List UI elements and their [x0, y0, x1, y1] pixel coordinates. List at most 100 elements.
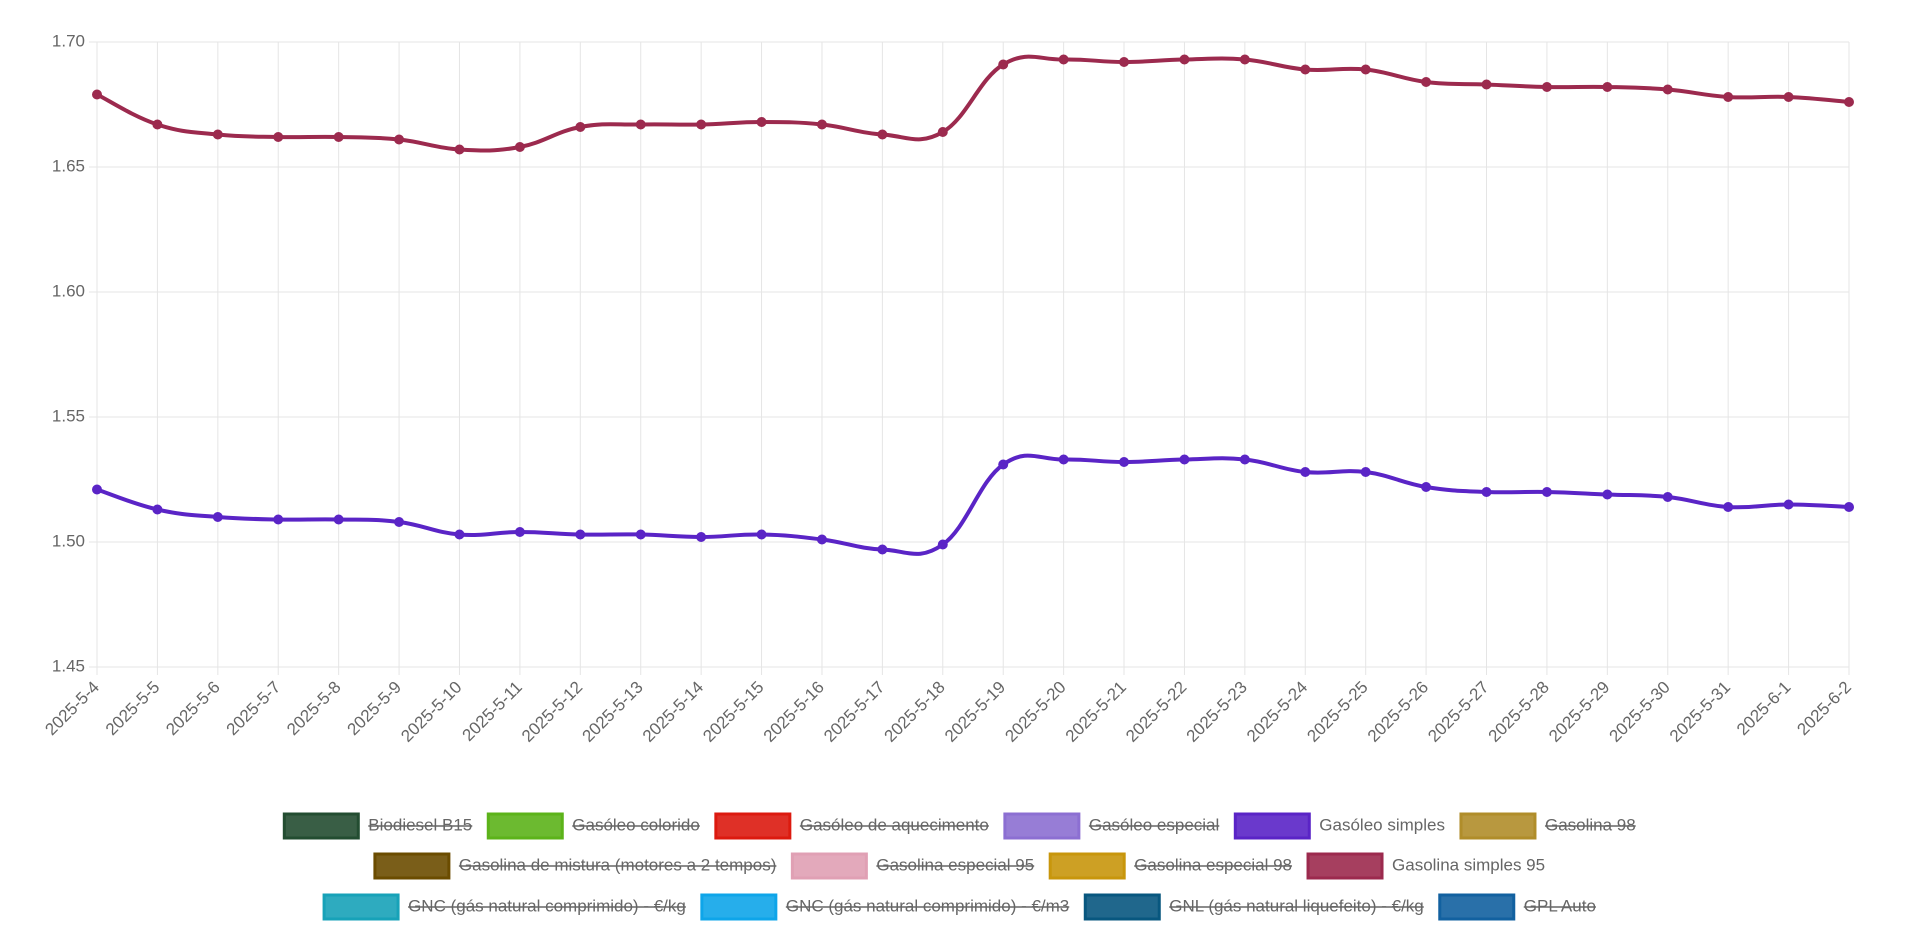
legend-label[interactable]: Gasóleo de aquecimento [800, 815, 989, 834]
legend-label[interactable]: GPL Auto [1524, 896, 1596, 915]
data-point [92, 89, 102, 100]
x-tick-label: 2025-5-7 [223, 678, 285, 740]
legend-label[interactable]: Gasóleo simples [1319, 815, 1445, 834]
data-point [1421, 77, 1432, 87]
data-point [756, 529, 767, 540]
legend-label[interactable]: Biodiesel B15 [368, 815, 472, 834]
data-point [273, 132, 284, 142]
data-point [816, 119, 827, 130]
x-tick-label: 2025-5-24 [1243, 678, 1311, 746]
data-point [937, 539, 948, 550]
legend-swatch[interactable] [714, 812, 792, 840]
data-point [816, 534, 827, 545]
data-point [877, 129, 888, 140]
x-tick-label: 2025-5-31 [1666, 678, 1734, 746]
data-point [1541, 487, 1552, 497]
legend-label[interactable]: GNC (gás natural comprimido) - €/m3 [786, 896, 1069, 915]
data-point [1783, 92, 1794, 102]
legend-label[interactable]: Gasolina simples 95 [1392, 855, 1545, 874]
data-point [1723, 92, 1734, 102]
data-point [1783, 499, 1794, 510]
x-tick-label: 2025-5-17 [820, 678, 888, 746]
legend-swatch[interactable] [1003, 812, 1081, 840]
x-tick-label: 2025-5-6 [162, 678, 224, 740]
x-tick-label: 2025-5-26 [1364, 678, 1432, 746]
legend-label[interactable]: Gasolina especial 98 [1134, 855, 1292, 874]
legend-swatch[interactable] [790, 852, 868, 880]
data-point [1541, 82, 1552, 92]
y-tick-label: 1.50 [52, 531, 85, 550]
legend-swatch[interactable] [282, 812, 360, 840]
legend-label[interactable]: GNL (gás natural liquefeito) - €/kg [1169, 896, 1424, 915]
series-line [96, 54, 1850, 153]
x-tick-label: 2025-5-25 [1303, 678, 1371, 746]
data-point [1239, 454, 1250, 465]
legend-swatch[interactable] [1048, 852, 1126, 880]
data-point [1602, 489, 1613, 500]
x-tick-label: 2025-6-1 [1733, 678, 1795, 740]
legend-swatch[interactable] [322, 893, 400, 921]
x-tick-label: 2025-5-11 [459, 678, 526, 745]
data-point [1119, 457, 1130, 467]
data-point [1239, 54, 1250, 65]
data-point [1844, 97, 1854, 107]
data-point [514, 142, 525, 152]
legend-label[interactable]: Gasolina 98 [1545, 815, 1636, 834]
legend-swatch[interactable] [486, 812, 564, 840]
data-point [998, 459, 1009, 470]
data-point [1300, 64, 1311, 75]
data-point [877, 544, 888, 555]
data-point [635, 529, 646, 540]
x-tick-label: 2025-5-28 [1485, 678, 1553, 746]
y-tick-label: 1.65 [52, 156, 85, 175]
y-tick-label: 1.45 [52, 656, 85, 675]
legend-swatch[interactable] [1438, 893, 1516, 921]
data-point [454, 529, 465, 540]
x-tick-label: 2025-5-23 [1183, 678, 1251, 746]
legend-swatch[interactable] [1459, 812, 1537, 840]
data-point [1723, 502, 1734, 512]
x-tick-label: 2025-5-13 [578, 678, 646, 746]
data-point [937, 127, 948, 137]
x-tick-label: 2025-5-27 [1424, 678, 1492, 746]
data-point [696, 119, 707, 130]
legend-swatch[interactable] [1083, 893, 1161, 921]
data-point [1360, 64, 1371, 75]
x-tick-label: 2025-5-9 [344, 678, 406, 740]
data-point [575, 122, 586, 132]
data-point [696, 532, 707, 542]
x-tick-label: 2025-5-19 [941, 678, 1009, 746]
data-point [333, 514, 344, 525]
data-point [1058, 454, 1069, 465]
legend-swatch[interactable] [1233, 812, 1311, 840]
legend-label[interactable]: Gasolina de mistura (motores a 2 tempos) [459, 855, 776, 874]
legend-swatch[interactable] [1306, 852, 1384, 880]
data-point [1602, 82, 1613, 92]
x-tick-label: 2025-5-12 [518, 678, 586, 746]
x-tick-label: 2025-5-18 [881, 678, 949, 746]
legend-label[interactable]: Gasóleo especial [1089, 815, 1219, 834]
data-point [1360, 467, 1371, 477]
data-point [394, 517, 405, 527]
data-point [756, 117, 767, 127]
legend-label[interactable]: Gasóleo colorido [572, 815, 700, 834]
data-point [1179, 454, 1190, 465]
y-tick-label: 1.55 [52, 406, 85, 425]
x-tick-label: 2025-5-21 [1062, 678, 1130, 746]
x-tick-label: 2025-5-15 [699, 678, 767, 746]
x-tick-label: 2025-5-29 [1545, 678, 1613, 746]
series-line [96, 453, 1850, 556]
data-point [998, 59, 1009, 70]
legend-swatch[interactable] [373, 852, 451, 880]
x-tick-label: 2025-5-8 [283, 678, 345, 740]
legend-swatch[interactable] [700, 893, 778, 921]
legend-label[interactable]: GNC (gás natural comprimido) - €/kg [408, 896, 686, 915]
y-tick-label: 1.70 [52, 31, 85, 50]
x-tick-label: 2025-5-10 [397, 678, 465, 746]
data-point [212, 129, 223, 140]
data-point [273, 514, 284, 525]
data-point [1481, 79, 1492, 90]
legend-label[interactable]: Gasolina especial 95 [876, 855, 1034, 874]
